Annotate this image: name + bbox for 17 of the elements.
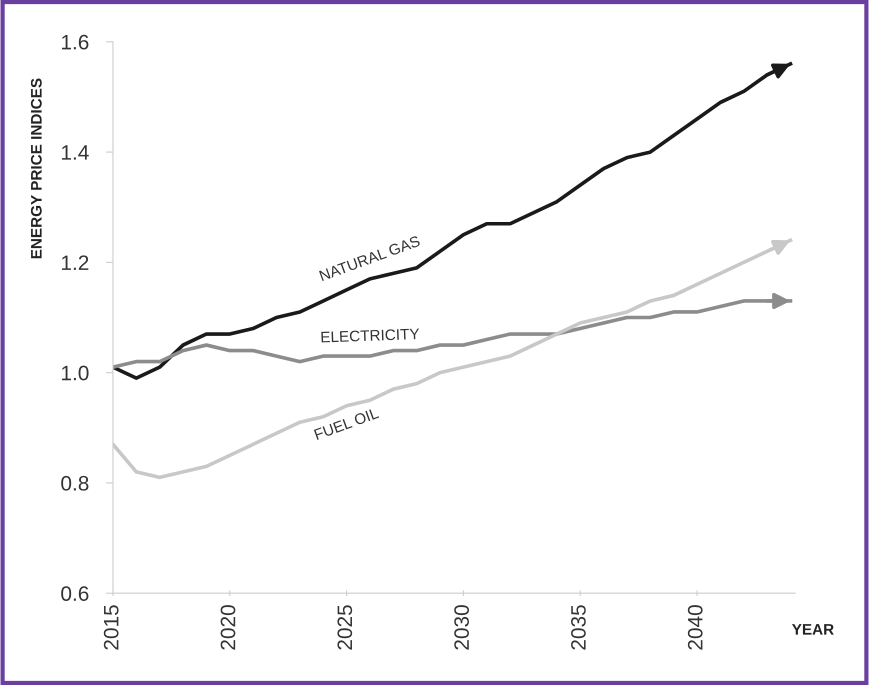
y-tick-label: 1.0	[62, 366, 89, 380]
x-tick-label: 2030	[454, 605, 469, 650]
y-tick-label: 1.4	[62, 145, 89, 160]
text: FUEL OIL	[314, 407, 380, 440]
x-axis-title: YEAR	[792, 624, 834, 635]
x-tick-label: 2020	[220, 605, 236, 650]
x-tick-label: 2035	[571, 605, 586, 650]
x-tick-label: 2015	[104, 605, 119, 650]
y-tick-label: 1.2	[62, 255, 88, 270]
series-label: ELECTRICITY	[321, 328, 420, 343]
y-tick-label: 1.6	[62, 34, 88, 50]
x-tick-label: 2025	[337, 605, 352, 650]
y-axis-title: ENERGY PRICE INDICES	[30, 78, 42, 258]
x-tick-label: 2040	[688, 605, 703, 650]
y-tick-label: 0.6	[61, 586, 88, 601]
y-tick-label: 0.8	[61, 476, 88, 491]
line-series	[112, 62, 792, 380]
